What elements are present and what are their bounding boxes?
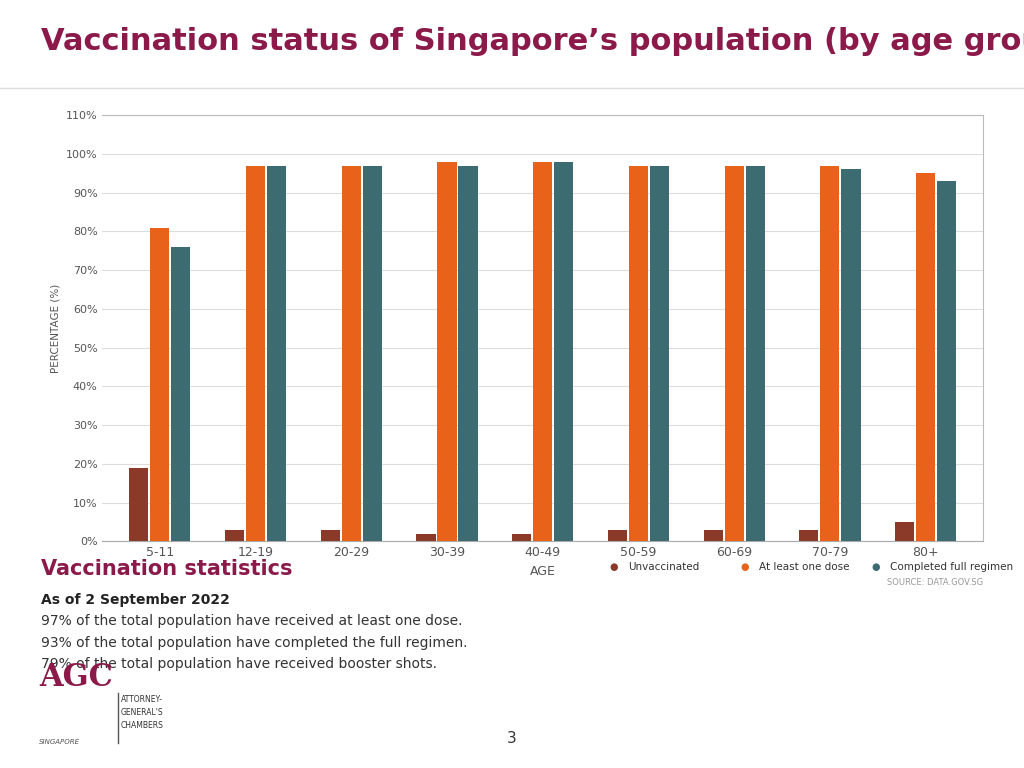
Text: At least one dose: At least one dose — [759, 562, 849, 572]
Bar — [554, 162, 573, 541]
Bar — [321, 530, 340, 541]
Bar — [916, 174, 935, 541]
Bar — [342, 166, 360, 541]
Text: 97% of the total population have received at least one dose.: 97% of the total population have receive… — [41, 614, 463, 628]
Bar — [512, 534, 531, 541]
Text: Vaccination status of Singapore’s population (by age group): Vaccination status of Singapore’s popula… — [41, 27, 1024, 56]
Text: Vaccination statistics: Vaccination statistics — [41, 559, 293, 579]
Bar — [362, 166, 382, 541]
Bar — [650, 166, 669, 541]
Bar — [171, 247, 190, 541]
Bar — [608, 530, 627, 541]
Text: Unvaccinated: Unvaccinated — [628, 562, 699, 572]
Bar — [225, 530, 244, 541]
Bar — [129, 468, 148, 541]
Text: ●: ● — [871, 562, 880, 572]
Text: 93% of the total population have completed the full regimen.: 93% of the total population have complet… — [41, 636, 468, 650]
X-axis label: AGE: AGE — [529, 564, 556, 578]
Text: SINGAPORE: SINGAPORE — [39, 739, 80, 745]
Bar — [629, 166, 648, 541]
Text: 3: 3 — [507, 731, 517, 746]
Text: 79% of the total population have received booster shots.: 79% of the total population have receive… — [41, 657, 437, 671]
Text: Completed full regimen: Completed full regimen — [890, 562, 1013, 572]
Bar — [842, 170, 860, 541]
Bar — [745, 166, 765, 541]
Bar — [725, 166, 743, 541]
Bar — [459, 166, 477, 541]
Bar — [534, 162, 552, 541]
Bar — [895, 522, 914, 541]
Bar — [800, 530, 818, 541]
Text: As of 2 September 2022: As of 2 September 2022 — [41, 593, 229, 607]
Bar — [267, 166, 286, 541]
Bar — [151, 227, 169, 541]
Bar — [937, 181, 956, 541]
Bar — [437, 162, 457, 541]
Y-axis label: PERCENTAGE (%): PERCENTAGE (%) — [50, 283, 60, 373]
Text: ●: ● — [609, 562, 617, 572]
Bar — [703, 530, 723, 541]
Text: SOURCE: DATA.GOV.SG: SOURCE: DATA.GOV.SG — [887, 578, 983, 587]
Text: ATTORNEY-
GENERAL'S
CHAMBERS: ATTORNEY- GENERAL'S CHAMBERS — [121, 695, 164, 730]
Text: ●: ● — [740, 562, 749, 572]
Bar — [820, 166, 840, 541]
Bar — [246, 166, 265, 541]
Bar — [417, 534, 435, 541]
Text: AGC: AGC — [39, 662, 113, 693]
